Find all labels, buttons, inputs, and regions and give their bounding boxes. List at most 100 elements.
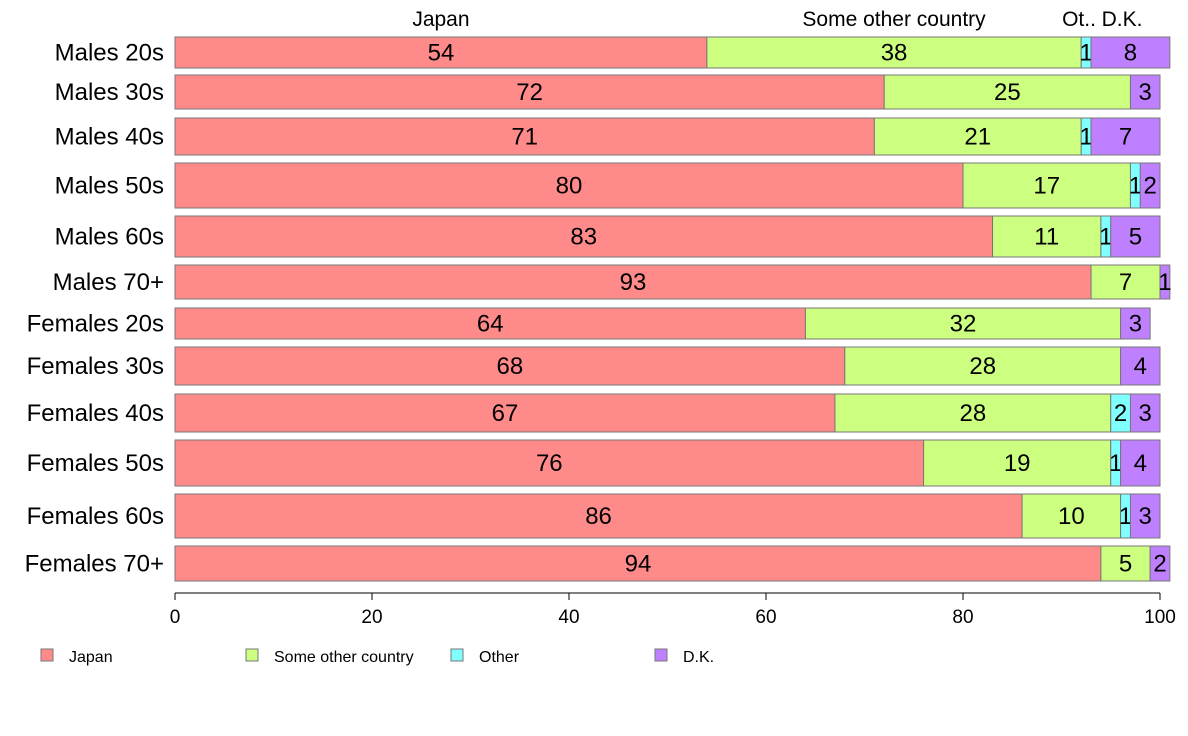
bar-segment: [834, 393, 1112, 433]
bar-segment: [1139, 162, 1161, 209]
category-label: Females 20s: [27, 311, 164, 338]
category-label: Males 20s: [55, 40, 164, 67]
category-label: Females 50s: [27, 450, 164, 477]
x-tick-label: 40: [558, 607, 579, 628]
segment-value-label: 2: [1143, 173, 1156, 200]
x-tick-label: 60: [755, 607, 776, 628]
bar-segment: [1149, 545, 1171, 582]
legend-label: Japan: [69, 649, 113, 666]
segment-value-label: 4: [1134, 353, 1147, 380]
segment-value-label: 54: [428, 40, 455, 67]
segment-value-label: 1: [1079, 124, 1092, 151]
segment-value-label: 11: [1034, 224, 1059, 251]
segment-value-label: 38: [881, 40, 908, 67]
x-tick-label: 0: [170, 607, 181, 628]
bar-segment: [1159, 264, 1171, 300]
segment-value-label: 1: [1158, 269, 1171, 296]
legend-label: Other: [479, 649, 520, 666]
segment-value-label: 21: [964, 124, 991, 151]
segment-value-label: 3: [1139, 400, 1152, 427]
bar-segment: [923, 439, 1112, 487]
segment-value-label: 5: [1129, 224, 1142, 251]
segment-value-label: 1: [1109, 450, 1122, 477]
category-label: Males 40s: [55, 124, 164, 151]
bar-segment: [174, 162, 964, 209]
bar-segment: [992, 215, 1102, 258]
category-label: Females 30s: [27, 353, 164, 380]
bar-segment: [1129, 393, 1161, 433]
bar-segment: [962, 162, 1131, 209]
bar-segment: [174, 36, 708, 69]
x-tick-label: 100: [1144, 607, 1176, 628]
segment-value-label: 28: [959, 400, 986, 427]
segment-value-label: 3: [1139, 503, 1152, 530]
segment-value-label: 68: [497, 353, 524, 380]
bar-segment: [174, 439, 925, 487]
segment-value-label: 86: [585, 503, 612, 530]
category-label: Females 70+: [25, 551, 164, 578]
bar-segment: [174, 307, 806, 340]
segment-value-label: 80: [556, 173, 583, 200]
bar-segment: [1129, 493, 1161, 539]
segment-value-label: 5: [1119, 551, 1132, 578]
segment-value-label: 1: [1129, 173, 1142, 200]
legend-swatch: [245, 648, 259, 662]
category-label: Males 60s: [55, 224, 164, 251]
segment-value-label: 2: [1114, 400, 1127, 427]
segment-value-label: 64: [477, 311, 504, 338]
segment-value-label: 83: [570, 224, 597, 251]
segment-value-label: 1: [1079, 40, 1092, 67]
bar-segment: [174, 346, 846, 386]
segment-value-label: 1: [1099, 224, 1112, 251]
segment-value-label: 7: [1119, 124, 1132, 151]
series-top-label: Some other country: [802, 8, 986, 31]
category-label: Females 40s: [27, 400, 164, 427]
bar-segment: [174, 393, 836, 433]
segment-value-label: 2: [1153, 551, 1166, 578]
bar-segment: [174, 264, 1092, 300]
category-label: Males 30s: [55, 79, 164, 106]
bar-segment: [1090, 36, 1171, 69]
bar-segment: [844, 346, 1122, 386]
bar-segment: [1110, 215, 1161, 258]
bar-segment: [873, 117, 1082, 156]
segment-value-label: 19: [1004, 450, 1031, 477]
x-tick-label: 80: [952, 607, 973, 628]
segment-value-label: 93: [620, 269, 647, 296]
bar-segment: [174, 74, 885, 110]
series-top-label: Japan: [412, 8, 469, 31]
segment-value-label: 10: [1058, 503, 1085, 530]
bar-segment: [174, 545, 1102, 582]
segment-value-label: 25: [994, 79, 1021, 106]
bar-segment: [1120, 346, 1161, 386]
segment-value-label: 72: [516, 79, 543, 106]
category-label: Males 50s: [55, 173, 164, 200]
bar-segment: [1120, 307, 1151, 340]
bar-segment: [804, 307, 1122, 340]
legend-label: Some other country: [274, 649, 414, 666]
segment-value-label: 94: [625, 551, 652, 578]
series-top-label: Ot..: [1062, 8, 1096, 31]
segment-value-label: 71: [511, 124, 538, 151]
bar-segment: [174, 493, 1023, 539]
legend-swatch: [450, 648, 464, 662]
segment-value-label: 3: [1139, 79, 1152, 106]
segment-value-label: 7: [1119, 269, 1132, 296]
series-top-label: D.K.: [1102, 8, 1143, 31]
bar-segment: [1129, 74, 1161, 110]
segment-value-label: 76: [536, 450, 563, 477]
bar-segment: [1090, 117, 1161, 156]
bar-segment: [174, 117, 875, 156]
bar-segment: [1090, 264, 1161, 300]
bar-segment: [706, 36, 1082, 69]
legend-swatch: [654, 648, 668, 662]
category-label: Males 70+: [53, 269, 164, 296]
segment-value-label: 8: [1124, 40, 1137, 67]
x-tick-label: 20: [361, 607, 382, 628]
bar-segment: [1021, 493, 1122, 539]
segment-value-label: 32: [950, 311, 977, 338]
bar-segment: [883, 74, 1131, 110]
segment-value-label: 3: [1129, 311, 1142, 338]
segment-value-label: 28: [969, 353, 996, 380]
